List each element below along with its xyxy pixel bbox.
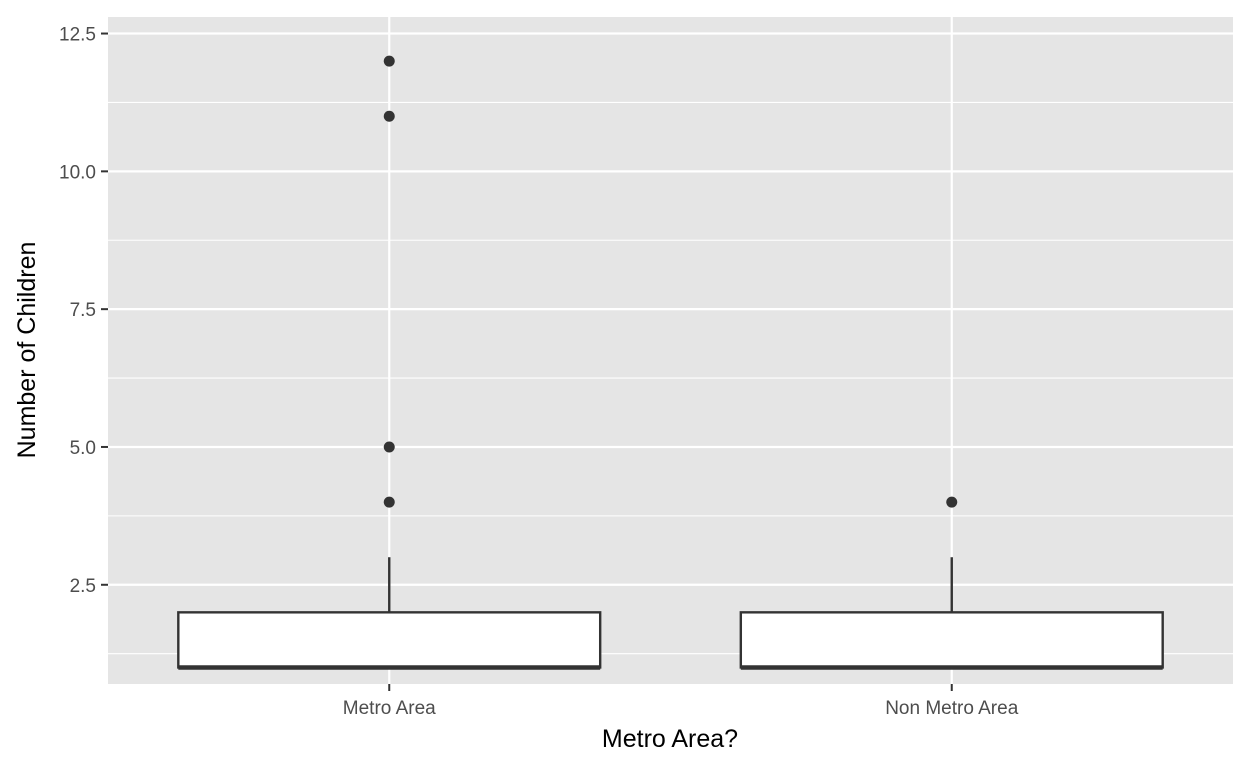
y-tick-label: 5.0 [70,438,96,459]
y-tick-label: 10.0 [59,162,96,183]
box-0 [177,55,602,670]
plot-panel [108,17,1233,684]
x-axis: Metro Area Non Metro Area [343,684,1019,719]
outlier-point [946,496,958,508]
boxes-layer [177,55,1164,670]
y-axis-title: Number of Children [13,242,41,459]
y-axis: 2.5 5.0 7.5 10.0 12.5 [59,25,108,597]
x-axis-title: Metro Area? [602,725,738,753]
x-tick-label: Non Metro Area [885,698,1018,719]
outlier-point [383,55,395,67]
y-tick-label: 2.5 [70,576,96,597]
y-tick-label: 12.5 [59,25,96,46]
outlier-point [383,496,395,508]
box-1 [739,496,1164,670]
y-tick-label: 7.5 [70,300,96,321]
outlier-point [383,441,395,453]
box-iqr [177,611,602,669]
x-tick-label: Metro Area [343,698,436,719]
box-iqr [739,611,1164,669]
outlier-point [383,110,395,122]
